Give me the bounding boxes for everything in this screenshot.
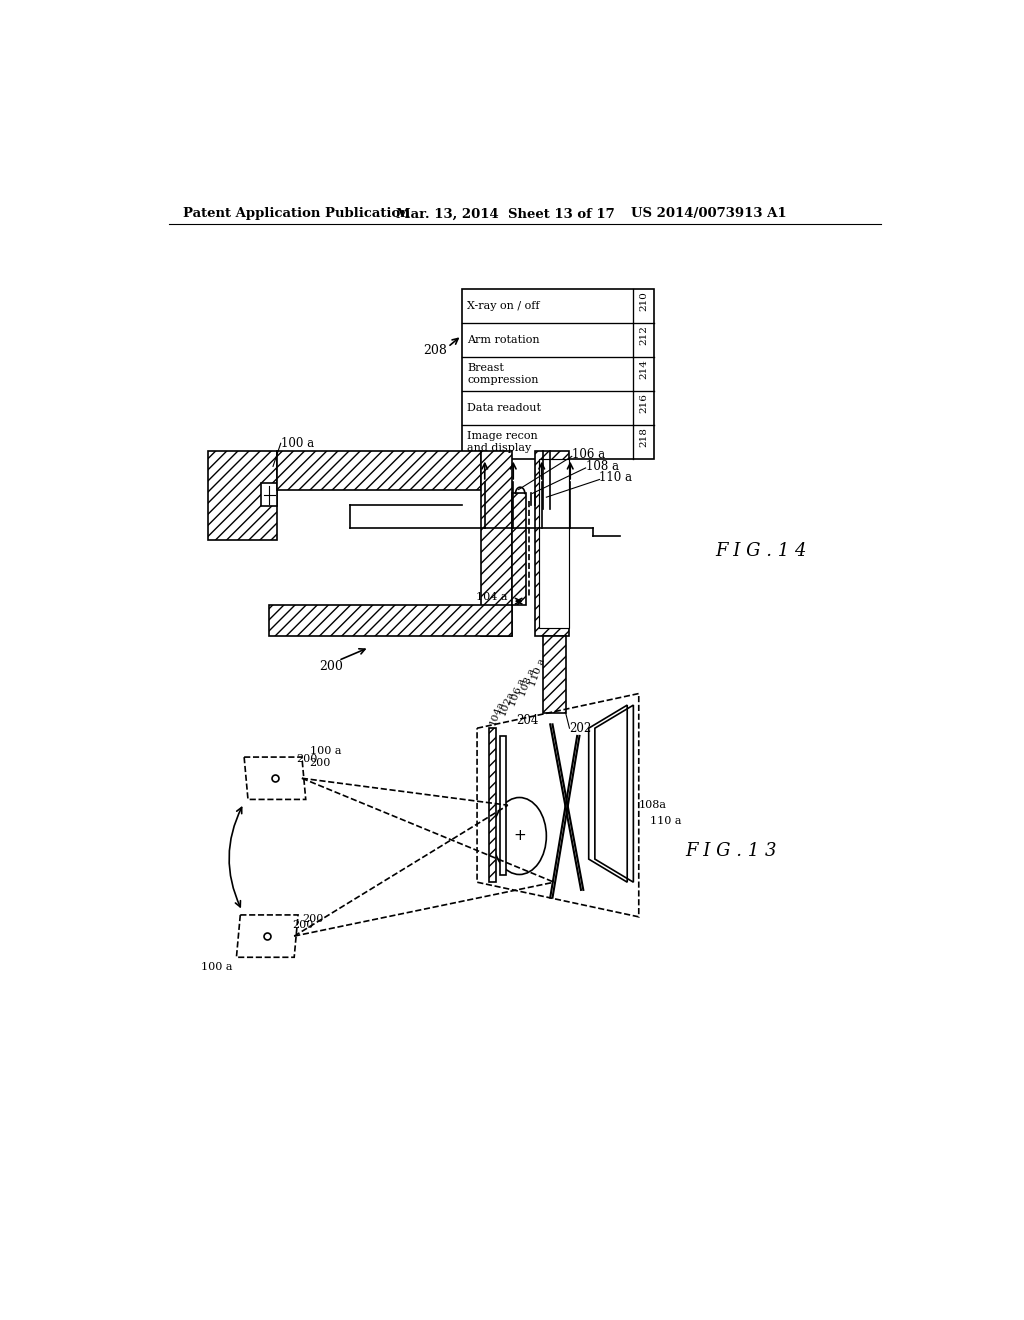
Text: 104 a: 104 a [476,593,508,602]
Bar [488,729,497,882]
Bar [539,459,569,628]
Bar [543,636,565,713]
Text: US 2014/0073913 A1: US 2014/0073913 A1 [631,207,786,220]
Bar [269,605,512,636]
Text: 208: 208 [423,345,447,358]
Text: 106 a: 106 a [509,677,527,708]
Text: 100 a: 100 a [309,746,341,756]
Text: Image recon
and display: Image recon and display [467,430,538,453]
Bar [535,451,569,636]
Text: 218: 218 [639,428,648,447]
Text: 100 a: 100 a [281,437,313,450]
Bar [208,451,276,540]
Text: 212: 212 [639,326,648,346]
Text: 108a: 108a [639,800,667,810]
Text: 106 a: 106 a [571,449,605,462]
Text: 200: 200 [318,660,343,673]
Text: Breast
compression: Breast compression [467,363,539,385]
Text: 204: 204 [516,714,539,727]
Text: 104a: 104a [488,700,506,726]
Text: +: + [513,829,525,843]
Bar [276,451,481,490]
Text: Data readout: Data readout [467,403,541,413]
Text: Arm rotation: Arm rotation [467,335,540,345]
Text: 200: 200 [292,920,313,929]
Text: 110 a: 110 a [528,657,547,688]
Text: X-ray on / off: X-ray on / off [467,301,540,312]
Bar [512,494,525,605]
Text: 108 a: 108 a [518,668,538,698]
Text: Mar. 13, 2014  Sheet 13 of 17: Mar. 13, 2014 Sheet 13 of 17 [396,207,615,220]
Text: F I G . 1 3: F I G . 1 3 [685,842,776,861]
Text: F I G . 1 4: F I G . 1 4 [716,543,807,560]
Text: 200: 200 [302,913,324,924]
Text: 200: 200 [309,758,331,768]
Bar [462,289,654,459]
Text: 110 a: 110 a [599,471,633,484]
Bar [500,737,506,875]
Text: 202: 202 [569,722,592,735]
Text: 110 a: 110 a [650,816,682,825]
Text: 216: 216 [639,393,648,413]
Bar [261,483,276,507]
Text: 102a: 102a [499,689,516,717]
Text: 200: 200 [296,754,317,764]
Text: 108 a: 108 a [586,459,618,473]
Bar [481,451,512,636]
Text: Patent Application Publication: Patent Application Publication [183,207,410,220]
Text: 210: 210 [639,292,648,312]
Text: 214: 214 [639,359,648,379]
Text: 100 a: 100 a [201,961,232,972]
